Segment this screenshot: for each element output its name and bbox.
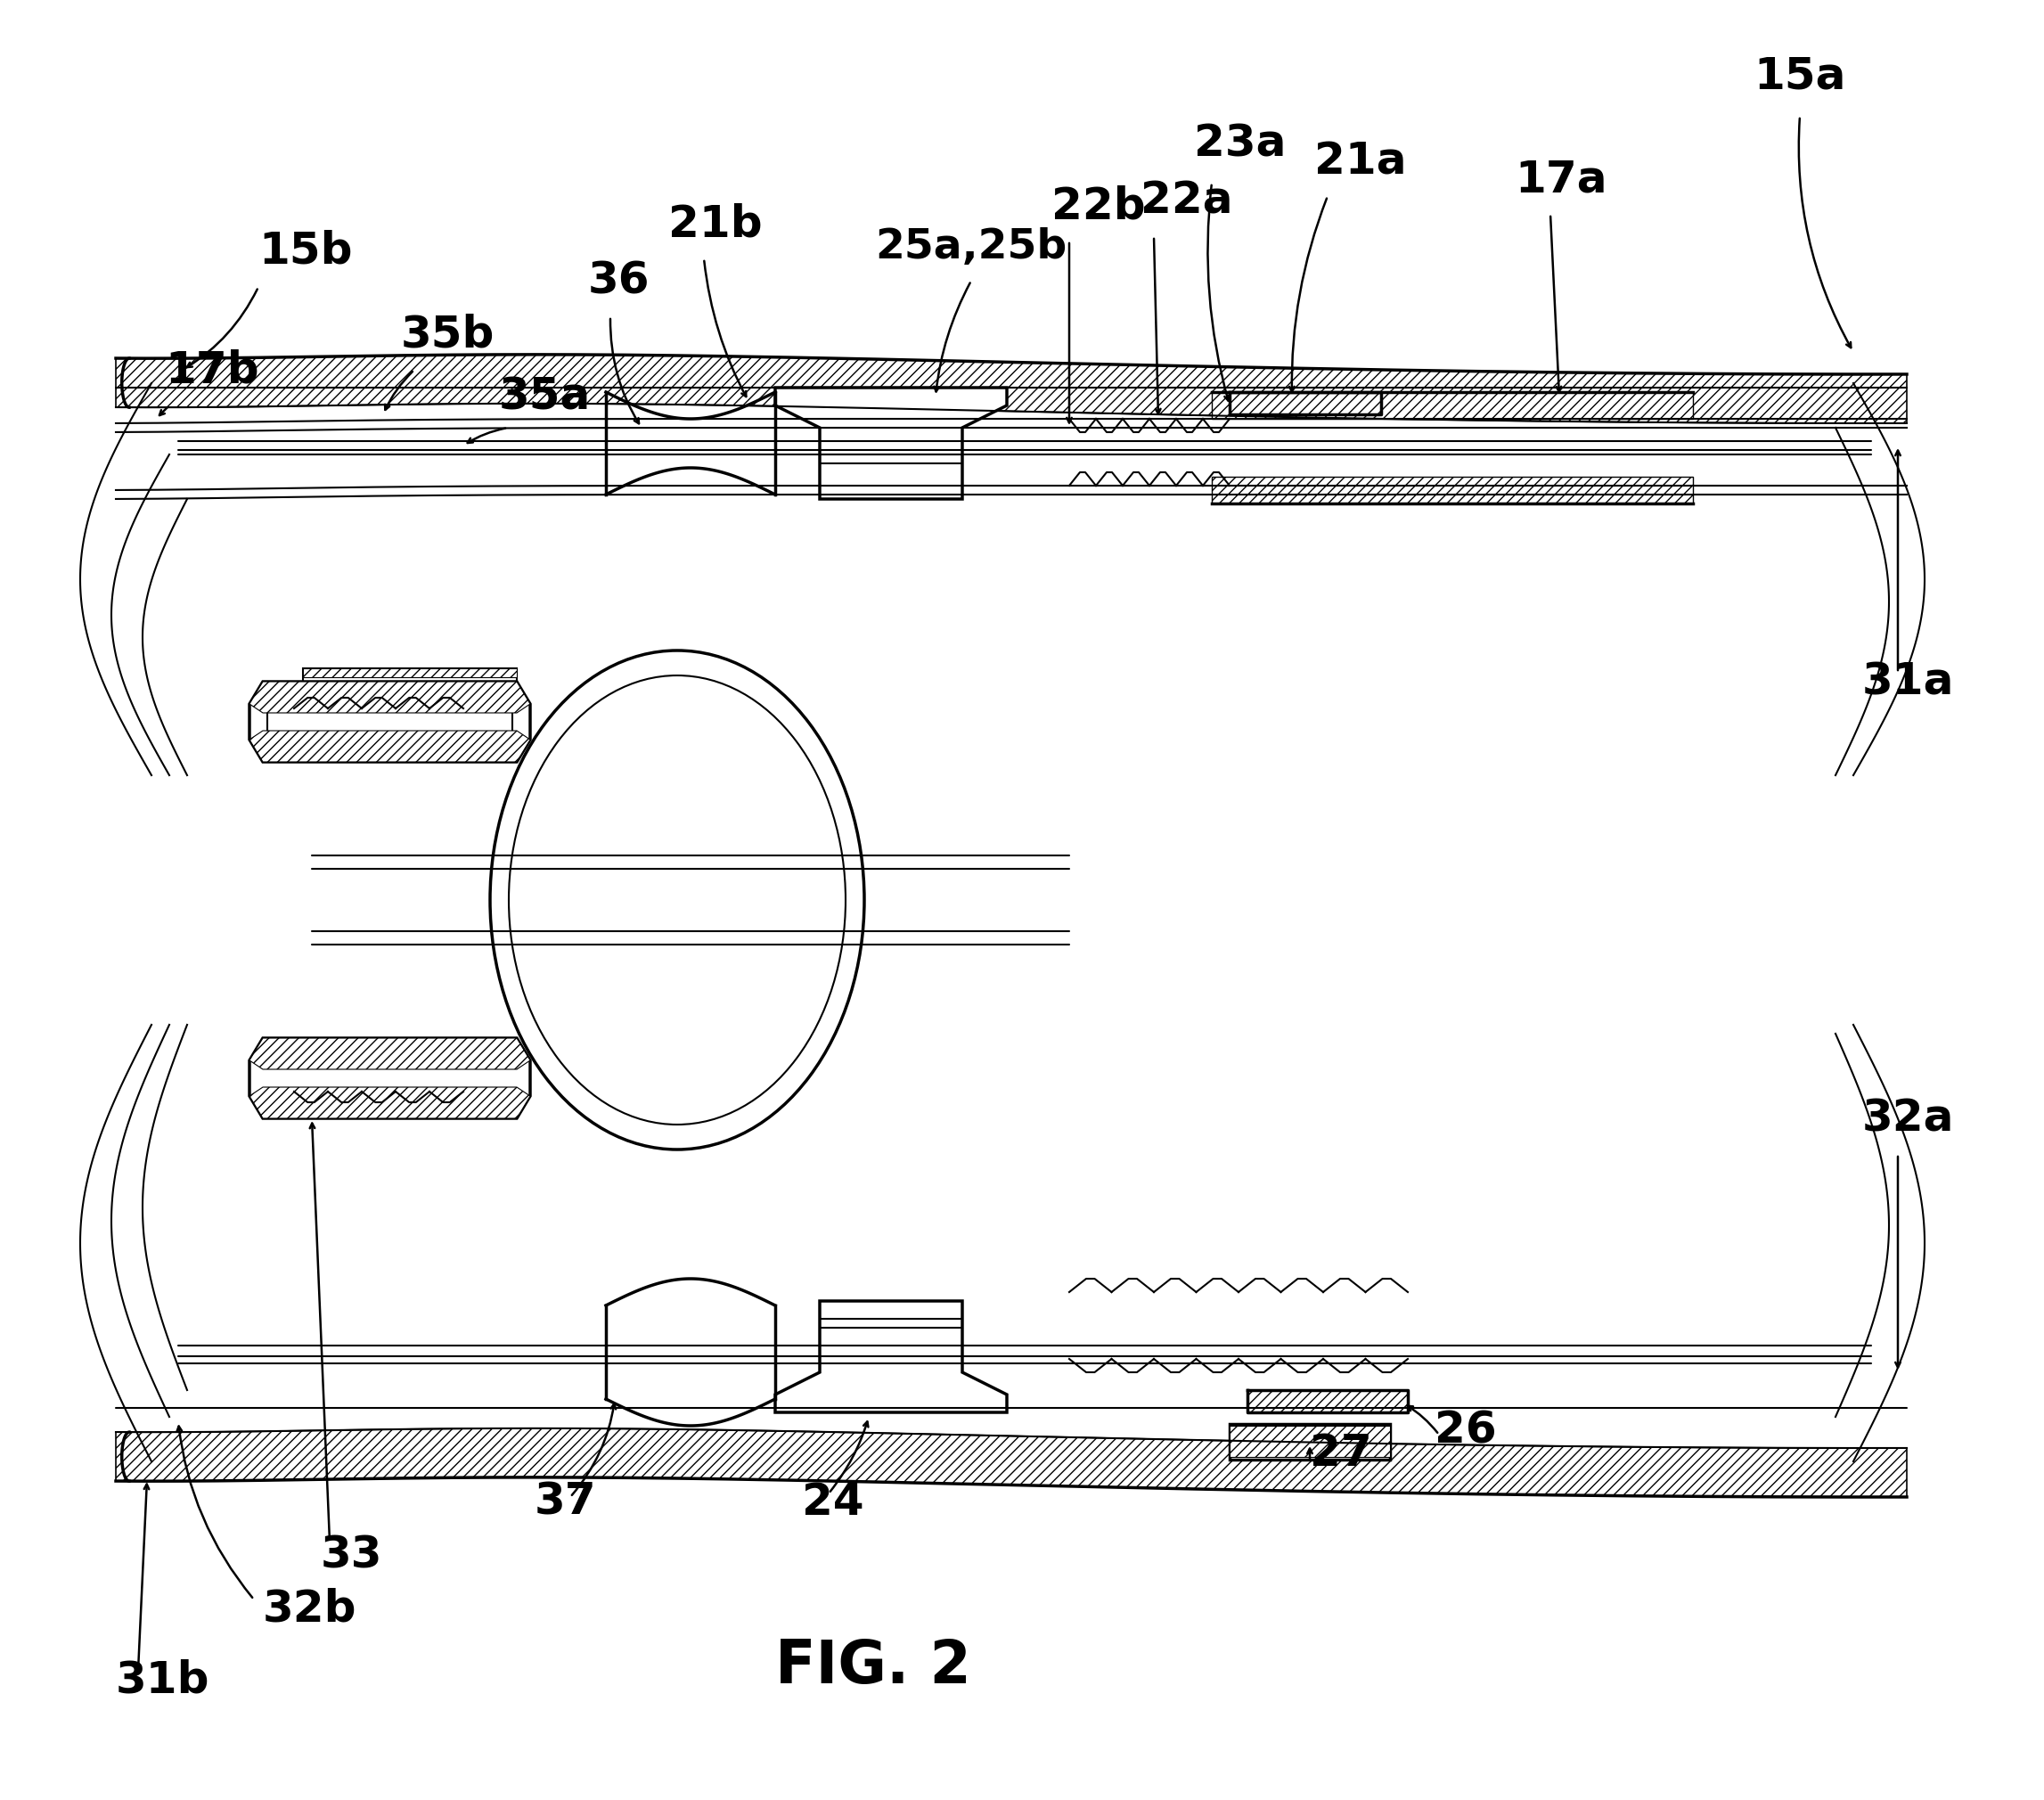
Polygon shape	[249, 1087, 529, 1118]
Text: 35b: 35b	[401, 313, 495, 356]
Polygon shape	[117, 1427, 1907, 1498]
Polygon shape	[249, 682, 529, 761]
Polygon shape	[249, 731, 529, 761]
Text: 31a: 31a	[1862, 661, 1954, 704]
Text: 15a: 15a	[1754, 56, 1846, 97]
Text: 33: 33	[321, 1534, 382, 1577]
Polygon shape	[1247, 1390, 1408, 1413]
Text: 22a: 22a	[1141, 180, 1233, 223]
Text: 37: 37	[536, 1481, 597, 1525]
Text: 21b: 21b	[668, 202, 762, 245]
Text: 36: 36	[589, 261, 650, 302]
Text: 32a: 32a	[1862, 1098, 1954, 1141]
Polygon shape	[249, 682, 529, 713]
Polygon shape	[775, 1301, 1008, 1413]
Text: 17a: 17a	[1515, 158, 1607, 200]
Text: 21a: 21a	[1314, 140, 1406, 182]
Text: 24: 24	[801, 1481, 865, 1525]
Text: 35a: 35a	[499, 376, 591, 419]
Text: 26: 26	[1435, 1409, 1496, 1453]
Polygon shape	[1212, 477, 1692, 504]
Polygon shape	[1212, 392, 1692, 419]
Text: 32b: 32b	[264, 1588, 358, 1631]
Polygon shape	[775, 387, 1008, 499]
Polygon shape	[303, 668, 517, 686]
Text: 31b: 31b	[117, 1660, 211, 1703]
Text: 25a,25b: 25a,25b	[875, 227, 1067, 268]
Text: 27: 27	[1310, 1433, 1372, 1474]
Polygon shape	[1230, 1426, 1390, 1456]
Polygon shape	[249, 1039, 529, 1118]
Text: 22b: 22b	[1051, 184, 1145, 227]
Polygon shape	[303, 668, 517, 677]
Text: 15b: 15b	[258, 229, 352, 272]
Polygon shape	[1230, 392, 1382, 414]
Text: FIG. 2: FIG. 2	[775, 1636, 971, 1696]
Ellipse shape	[491, 650, 865, 1150]
Polygon shape	[117, 355, 1907, 423]
Text: 23a: 23a	[1194, 122, 1286, 166]
Polygon shape	[249, 1039, 529, 1069]
Polygon shape	[268, 691, 513, 752]
Polygon shape	[1230, 1424, 1390, 1460]
Text: 17b: 17b	[166, 349, 260, 392]
